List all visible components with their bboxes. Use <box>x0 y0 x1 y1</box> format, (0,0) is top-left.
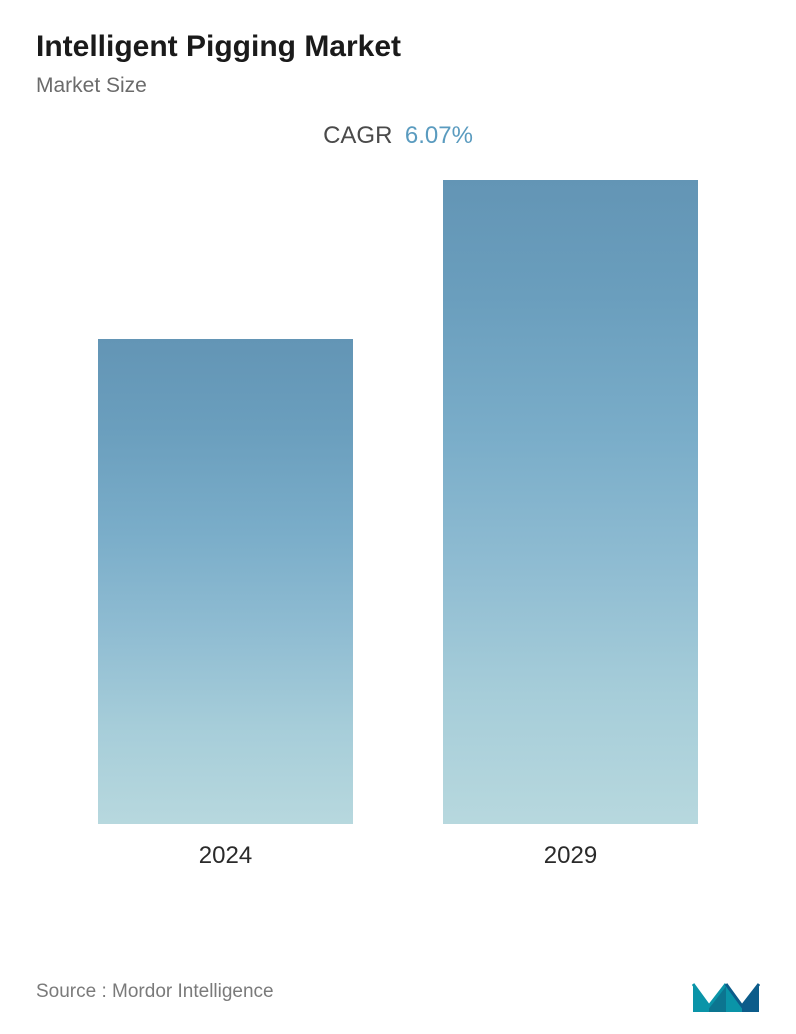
bar-label-2024: 2024 <box>199 842 252 870</box>
chart-subtitle: Market Size <box>36 74 760 98</box>
chart-container: Intelligent Pigging Market Market Size C… <box>0 0 796 1034</box>
chart-title: Intelligent Pigging Market <box>36 30 760 64</box>
bar-2024 <box>98 339 353 824</box>
bar-group-2024: 2024 <box>98 180 353 870</box>
chart-footer: Source : Mordor Intelligence <box>36 972 760 1012</box>
bar-label-2029: 2029 <box>544 842 597 870</box>
mordor-logo-icon <box>692 972 760 1012</box>
bar-2029 <box>443 180 698 824</box>
bar-chart-area: 2024 2029 <box>36 180 760 870</box>
source-text: Source : Mordor Intelligence <box>36 981 274 1003</box>
bar-group-2029: 2029 <box>443 180 698 870</box>
cagr-row: CAGR 6.07% <box>36 122 760 150</box>
cagr-value: 6.07% <box>405 122 473 149</box>
cagr-label: CAGR <box>323 122 392 149</box>
